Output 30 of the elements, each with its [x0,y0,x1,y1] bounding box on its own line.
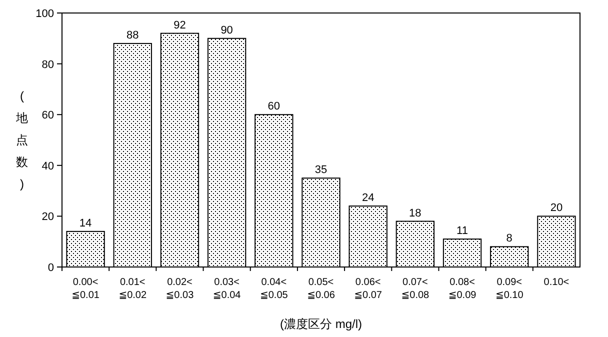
y-tick-label: 60 [42,110,54,122]
data-label: 20 [550,202,563,214]
x-tick-label: 0.04< ≦0.05 [260,277,288,301]
x-tick-label: 0.05< ≦0.06 [307,277,336,301]
data-label: 24 [362,192,374,204]
data-label: 88 [126,29,139,42]
y-tick-label: 40 [42,160,54,172]
y-tick-label: 20 [42,211,54,224]
y-tick-label: 0 [48,262,54,274]
x-tick-label: 0.02< ≦0.03 [166,277,194,301]
data-label: 60 [268,100,280,113]
x-tick-label: 0.07< ≦0.08 [401,277,430,301]
data-label: 11 [456,225,468,238]
data-label: 35 [314,164,328,176]
y-axis-title: (地点数) [15,89,28,191]
data-label: 8 [506,232,512,245]
data-label: 18 [409,207,422,220]
data-label: 14 [79,217,92,230]
x-axis-title: (濃度区分 mg/l) [280,317,362,331]
y-tick-label: 100 [36,8,54,20]
data-label: 90 [220,24,233,36]
x-tick-label: 0.00< ≦0.01 [72,277,100,301]
data-label: 92 [174,19,186,32]
x-tick-label: 0.09< ≦0.10 [495,277,524,301]
x-tick-label: 0.08< ≦0.09 [448,277,477,301]
x-tick-label: 0.10< [544,277,570,288]
y-tick-label: 80 [42,58,54,71]
x-tick-label: 0.06< ≦0.07 [354,277,382,301]
x-tick-label: 0.03< ≦0.04 [212,277,242,301]
x-tick-label: 0.01< ≦0.02 [118,277,147,301]
